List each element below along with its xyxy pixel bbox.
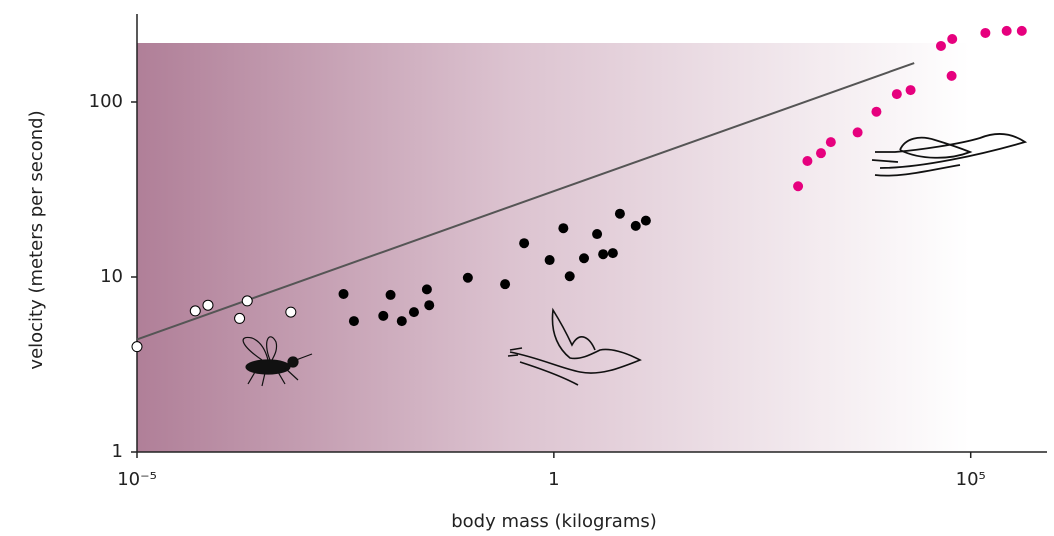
data-point <box>615 209 625 219</box>
data-point <box>892 89 902 99</box>
data-point <box>424 300 434 310</box>
data-point <box>793 181 803 191</box>
data-point <box>906 85 916 95</box>
data-point <box>422 284 432 294</box>
data-point <box>397 316 407 326</box>
data-point <box>816 148 826 158</box>
data-point <box>853 127 863 137</box>
data-point <box>565 271 575 281</box>
y-tick-label: 1 <box>112 441 123 462</box>
data-point <box>500 279 510 289</box>
data-point <box>463 273 473 283</box>
data-point <box>579 253 589 263</box>
data-point <box>641 216 651 226</box>
data-point <box>826 137 836 147</box>
background-gradient <box>137 43 970 452</box>
data-point <box>242 296 252 306</box>
data-point <box>132 342 142 352</box>
data-point <box>519 238 529 248</box>
y-tick-label: 100 <box>89 91 123 112</box>
data-point <box>339 289 349 299</box>
x-tick-label: 10⁻⁵ <box>117 469 157 490</box>
data-point <box>235 313 245 323</box>
data-point <box>608 248 618 258</box>
y-tick-label: 10 <box>100 266 123 287</box>
data-point <box>409 307 419 317</box>
data-point <box>947 71 957 81</box>
data-point <box>386 290 396 300</box>
data-point <box>190 306 200 316</box>
data-point <box>592 229 602 239</box>
data-point <box>802 156 812 166</box>
data-point <box>1002 26 1012 36</box>
data-point <box>631 221 641 231</box>
data-point <box>349 316 359 326</box>
data-point <box>378 311 388 321</box>
data-point <box>203 300 213 310</box>
data-point <box>1017 26 1027 36</box>
data-point <box>947 34 957 44</box>
data-point <box>558 223 568 233</box>
x-tick-label: 1 <box>548 469 559 490</box>
data-point <box>871 107 881 117</box>
data-point <box>286 307 296 317</box>
data-point <box>545 255 555 265</box>
data-point <box>980 28 990 38</box>
x-tick-label: 10⁵ <box>956 469 986 490</box>
x-axis-label: body mass (kilograms) <box>451 511 657 532</box>
data-point <box>936 41 946 51</box>
data-point <box>598 249 608 259</box>
y-axis-label: velocity (meters per second) <box>26 110 47 369</box>
chart: body mass (kilograms) velocity (meters p… <box>0 0 1054 536</box>
